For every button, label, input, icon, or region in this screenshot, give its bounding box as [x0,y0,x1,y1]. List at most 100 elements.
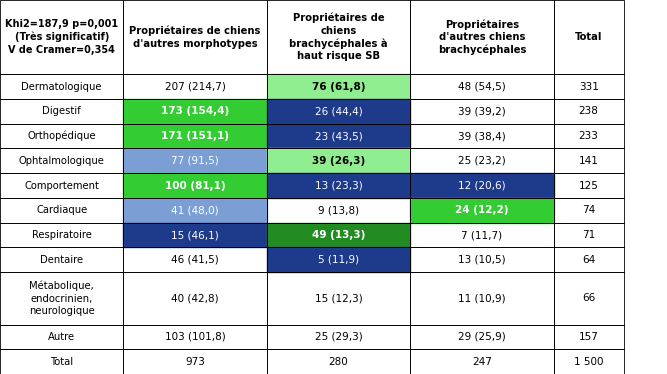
Text: Total: Total [575,32,602,42]
Bar [267,124,410,148]
Bar [410,173,554,198]
Bar [267,248,410,272]
Bar [267,248,410,272]
Text: Propriétaires de
chiens
brachycéphales à
haut risque SB: Propriétaires de chiens brachycéphales à… [289,13,388,61]
Bar [267,272,410,325]
Bar [410,0,554,74]
Bar [554,74,624,99]
Bar [554,325,624,349]
Text: 15 (46,1): 15 (46,1) [171,230,219,240]
Bar [0,349,123,374]
Bar [267,74,410,99]
Bar [267,148,410,173]
Text: 76 (61,8): 76 (61,8) [311,82,366,92]
Text: Comportement: Comportement [24,181,99,191]
Text: 7 (11,7): 7 (11,7) [462,230,502,240]
Bar [123,148,267,173]
Text: 103 (101,8): 103 (101,8) [165,332,225,342]
Bar [0,223,123,248]
Text: Respiratoire: Respiratoire [32,230,91,240]
Bar [123,0,267,74]
Bar [0,272,123,325]
Text: 74: 74 [582,205,595,215]
Text: 11 (10,9): 11 (10,9) [458,293,506,303]
Bar [410,74,554,99]
Bar [267,0,410,74]
Bar [410,198,554,223]
Bar [123,74,267,99]
Text: 41 (48,0): 41 (48,0) [171,205,219,215]
Bar [410,99,554,124]
Text: Ophtalmologique: Ophtalmologique [19,156,105,166]
Text: 25 (23,2): 25 (23,2) [458,156,506,166]
Bar [554,124,624,148]
Bar [410,198,554,223]
Bar [554,99,624,124]
Text: 9 (13,8): 9 (13,8) [318,205,359,215]
Text: 25 (29,3): 25 (29,3) [315,332,362,342]
Text: 46 (41,5): 46 (41,5) [171,255,219,265]
Bar [123,223,267,248]
Bar [123,223,267,248]
Bar [123,173,267,198]
Text: 247: 247 [472,357,492,367]
Text: 15 (12,3): 15 (12,3) [315,293,362,303]
Bar [123,99,267,124]
Text: 26 (44,4): 26 (44,4) [315,106,362,116]
Bar [410,248,554,272]
Text: 13 (10,5): 13 (10,5) [458,255,506,265]
Text: 141: 141 [579,156,598,166]
Text: Cardiaque: Cardiaque [36,205,87,215]
Bar [267,223,410,248]
Text: 29 (25,9): 29 (25,9) [458,332,506,342]
Bar [410,272,554,325]
Bar [0,124,123,148]
Text: 100 (81,1): 100 (81,1) [165,181,225,191]
Bar [123,124,267,148]
Bar [0,148,123,173]
Bar [123,173,267,198]
Text: 5 (11,9): 5 (11,9) [318,255,359,265]
Bar [123,198,267,223]
Bar [410,349,554,374]
Text: 77 (91,5): 77 (91,5) [171,156,219,166]
Bar [0,198,123,223]
Bar [554,0,624,74]
Text: 280: 280 [329,357,348,367]
Text: 1 500: 1 500 [574,357,604,367]
Text: Propriétaires
d'autres chiens
brachycéphales: Propriétaires d'autres chiens brachycéph… [438,19,526,55]
Bar [267,223,410,248]
Text: 12 (20,6): 12 (20,6) [458,181,506,191]
Bar [267,198,410,223]
Text: 64: 64 [582,255,595,265]
Bar [123,248,267,272]
Bar [0,74,123,99]
Bar [267,148,410,173]
Text: Digestif: Digestif [42,106,81,116]
Bar [267,325,410,349]
Text: Total: Total [50,357,73,367]
Text: Orthopédique: Orthopédique [27,131,96,141]
Text: 24 (12,2): 24 (12,2) [455,205,509,215]
Bar [0,99,123,124]
Text: 125: 125 [579,181,598,191]
Bar [267,173,410,198]
Bar [123,349,267,374]
Text: 40 (42,8): 40 (42,8) [171,293,219,303]
Bar [267,349,410,374]
Text: 157: 157 [579,332,598,342]
Bar [123,99,267,124]
Text: Khi2=187,9 p=0,001
(Très significatif)
V de Cramer=0,354: Khi2=187,9 p=0,001 (Très significatif) V… [5,19,118,55]
Bar [123,198,267,223]
Text: 233: 233 [579,131,598,141]
Text: 71: 71 [582,230,595,240]
Text: 48 (54,5): 48 (54,5) [458,82,506,92]
Bar [0,173,123,198]
Bar [267,173,410,198]
Bar [267,99,410,124]
Text: Dentaire: Dentaire [40,255,83,265]
Bar [410,148,554,173]
Text: 973: 973 [185,357,205,367]
Text: 39 (39,2): 39 (39,2) [458,106,506,116]
Text: 173 (154,4): 173 (154,4) [161,106,229,116]
